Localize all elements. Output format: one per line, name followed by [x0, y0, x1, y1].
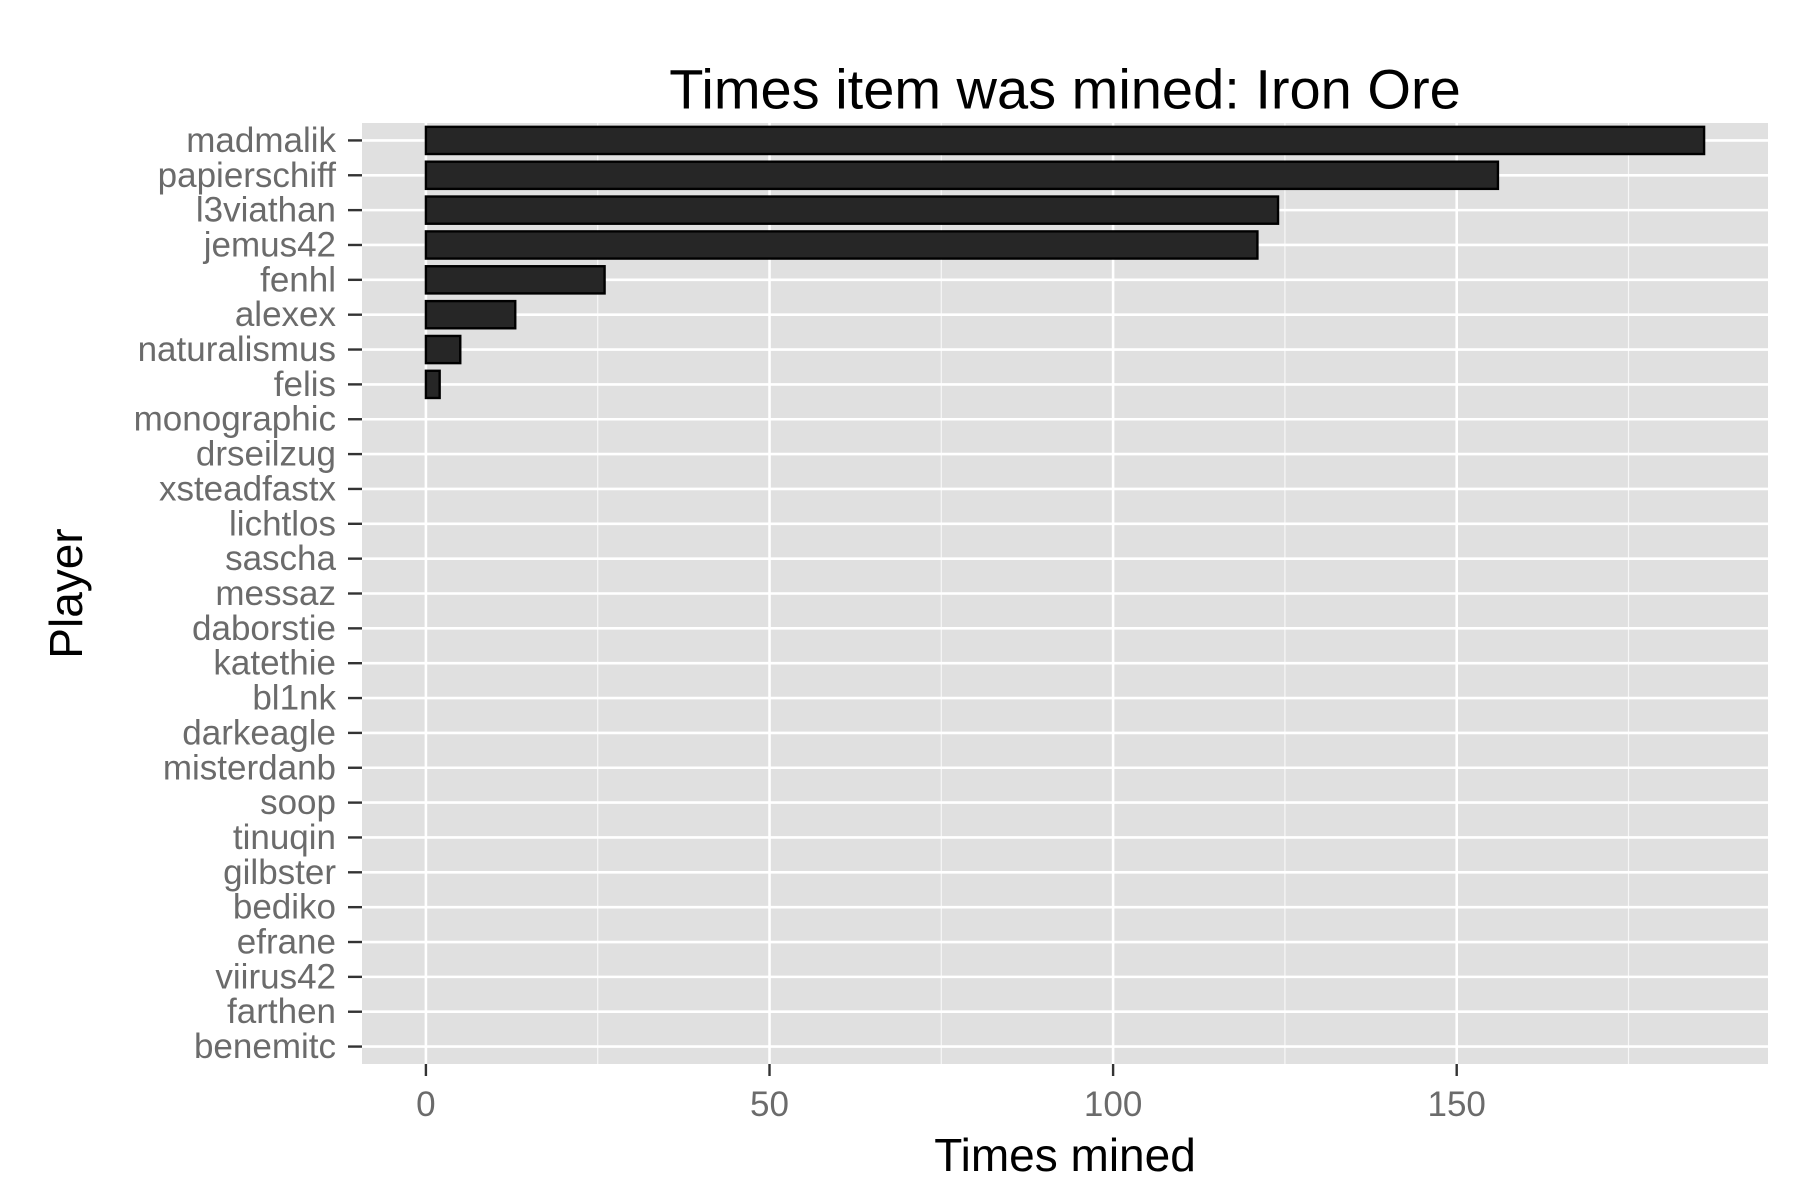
y-tick-label: bl1nk — [252, 679, 336, 718]
x-tick-label: 150 — [1427, 1085, 1485, 1124]
bar-fenhl — [424, 265, 606, 295]
y-tick-label: misterdanb — [163, 748, 336, 787]
y-tick-label: daborstie — [192, 609, 336, 648]
x-tick-label: 0 — [416, 1085, 435, 1124]
bar-papierschiff — [424, 160, 1500, 191]
y-tick-label: madmalik — [186, 121, 336, 160]
bar-jemus42 — [424, 230, 1259, 260]
y-tick-label: jemus42 — [203, 225, 336, 264]
bar-felis — [424, 369, 441, 400]
x-tick-label: 50 — [750, 1085, 789, 1124]
y-tick-label: katethie — [213, 644, 336, 683]
y-tick-label: felis — [274, 365, 336, 404]
y-tick-label: viirus42 — [215, 957, 336, 996]
x-tick-label: 100 — [1084, 1085, 1142, 1124]
y-tick-label: bediko — [233, 888, 336, 927]
y-tick-label: gilbster — [223, 853, 336, 892]
y-tick-label: efrane — [237, 923, 336, 962]
y-tick-label: benemitc — [194, 1027, 336, 1066]
y-tick-label: soop — [260, 783, 336, 822]
y-tick-label: l3viathan — [196, 191, 336, 230]
y-axis: madmalikpapierschiffl3viathanjemus42fenh… — [134, 121, 362, 1066]
bar-l3viathan — [424, 195, 1280, 225]
y-tick-label: farthen — [227, 992, 336, 1031]
y-tick-label: papierschiff — [158, 156, 337, 195]
y-tick-label: monographic — [134, 400, 336, 439]
y-tick-label: naturalismus — [138, 330, 336, 369]
bars — [424, 125, 1706, 400]
y-tick-label: fenhl — [260, 260, 336, 299]
y-tick-label: messaz — [215, 574, 336, 613]
y-tick-label: tinuqin — [233, 818, 336, 857]
x-axis: 0 50 100 150 — [416, 1064, 1486, 1124]
bar-madmalik — [424, 125, 1706, 156]
y-tick-label: xsteadfastx — [159, 469, 337, 508]
bar-naturalismus — [424, 334, 462, 365]
x-axis-title: Times mined — [934, 1129, 1196, 1181]
y-tick-label: alexex — [235, 295, 337, 334]
y-tick-label: sascha — [225, 539, 336, 578]
y-tick-label: lichtlos — [229, 504, 336, 543]
y-tick-label: drseilzug — [196, 435, 336, 474]
y-axis-title: Player — [40, 528, 92, 658]
bar-alexex — [424, 299, 517, 330]
y-tick-label: darkeagle — [182, 713, 336, 752]
chart-title: Times item was mined: Iron Ore — [669, 57, 1460, 120]
